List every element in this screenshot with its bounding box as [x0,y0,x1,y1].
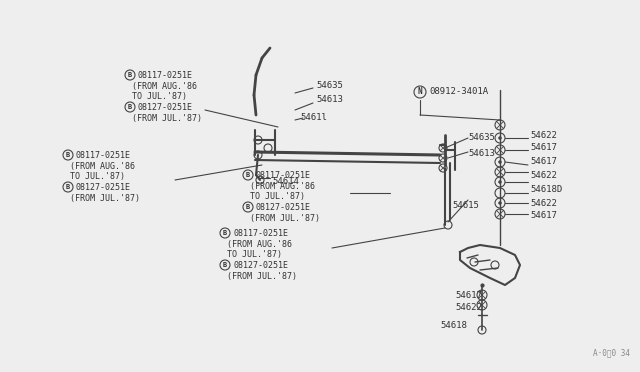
Text: 54617: 54617 [530,157,557,167]
Text: 08127-0251E: 08127-0251E [233,260,288,269]
Text: (FROM AUG.'86: (FROM AUG.'86 [250,182,315,190]
Text: (FROM JUL.'87): (FROM JUL.'87) [250,214,320,222]
Text: B: B [223,230,227,236]
Text: 54635: 54635 [316,80,343,90]
Text: 54613: 54613 [316,96,343,105]
Text: 54615: 54615 [452,201,479,209]
Text: TO JUL.'87): TO JUL.'87) [250,192,305,201]
Text: 54617: 54617 [530,144,557,153]
Circle shape [499,137,502,140]
Text: (FROM AUG.'86: (FROM AUG.'86 [227,240,292,248]
Text: A·0＊0 34: A·0＊0 34 [593,348,630,357]
Text: (FROM JUL.'87): (FROM JUL.'87) [227,272,297,280]
Text: B: B [223,262,227,268]
Text: TO JUL.'87): TO JUL.'87) [227,250,282,259]
Text: 54622: 54622 [530,131,557,140]
Text: B: B [128,104,132,110]
Text: 54635: 54635 [468,134,495,142]
Text: 54617: 54617 [530,212,557,221]
Text: 08127-0251E: 08127-0251E [138,103,193,112]
Text: 54622: 54622 [530,199,557,208]
Text: 54622: 54622 [530,170,557,180]
Text: (FROM AUG.'86: (FROM AUG.'86 [70,161,135,170]
Text: 54617: 54617 [455,292,482,301]
Text: 54622: 54622 [455,302,482,311]
Circle shape [499,202,502,205]
Circle shape [499,180,502,183]
Text: B: B [66,152,70,158]
Text: TO JUL.'87): TO JUL.'87) [70,171,125,180]
Text: (FROM JUL.'87): (FROM JUL.'87) [70,193,140,202]
Text: TO JUL.'87): TO JUL.'87) [132,92,187,100]
Text: 5461l: 5461l [300,113,327,122]
Text: 54618: 54618 [440,321,467,330]
Text: 08912-3401A: 08912-3401A [429,87,488,96]
Circle shape [499,160,502,164]
Text: 08127-0251E: 08127-0251E [76,183,131,192]
Text: 08117-0251E: 08117-0251E [76,151,131,160]
Text: 08117-0251E: 08117-0251E [138,71,193,80]
Text: 08117-0251E: 08117-0251E [233,228,288,237]
Text: B: B [246,204,250,210]
Text: B: B [246,172,250,178]
Text: (FROM AUG.'86: (FROM AUG.'86 [132,81,197,90]
Text: 54614: 54614 [272,176,299,186]
Text: B: B [66,184,70,190]
Text: (FROM JUL.'87): (FROM JUL.'87) [132,113,202,122]
Text: N: N [418,87,422,96]
Text: 08127-0251E: 08127-0251E [256,202,311,212]
Text: 08117-0251E: 08117-0251E [256,170,311,180]
Text: 54613: 54613 [468,148,495,157]
Text: B: B [128,72,132,78]
Text: 54618D: 54618D [530,186,563,195]
